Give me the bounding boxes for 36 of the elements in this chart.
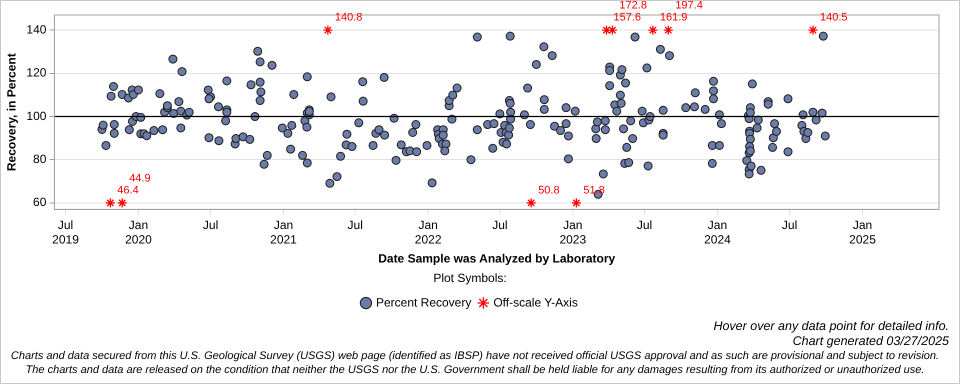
text: The charts and data are released on the condition that neither the USGS nor the U.S. Government shall be held liable for any damages resulting from its authorized or unauthorized use. — [24, 363, 926, 377]
annotation: 140.8 — [334, 12, 362, 24]
annotation: 46.4 — [117, 184, 139, 196]
y-tick-label: 60 — [33, 195, 47, 210]
x-axis-title: Date Sample was Analyzed by Laboratory — [378, 252, 616, 266]
annotation: 161.9 — [660, 12, 688, 24]
x-tick-label: Jul — [492, 218, 508, 232]
text: Charts and data secured from this U.S. Geological Survey (USGS) web page (identified as IBSP) have not received official USGS approval and as such are provisional and subject to revision. — [10, 349, 940, 363]
text: Hover over any data point for detailed info. — [712, 319, 949, 334]
y-tick-label: 80 — [33, 152, 47, 166]
x-tick-label: Jul — [636, 218, 652, 232]
annotation: 51.8 — [583, 184, 605, 196]
x-tick-label: Jul 2019 — [52, 218, 80, 246]
x-tick-label: Jan 2024 — [704, 218, 732, 246]
y-tick-label: 120 — [26, 66, 47, 80]
annotation: 44.9 — [129, 172, 151, 184]
x-tick-label: Jan 2021 — [270, 218, 298, 246]
x-tick-label: Jan 2023 — [559, 218, 586, 246]
x-tick-label: Jan 2025 — [849, 218, 876, 246]
legend-title: Plot Symbols: — [433, 270, 507, 285]
x-tick-label: Jan 2022 — [414, 218, 442, 246]
annotation: 50.8 — [538, 184, 560, 196]
x-tick-label: Jul — [782, 218, 798, 232]
x-tick-label: Jan 2020 — [125, 218, 152, 246]
annotation: 140.5 — [820, 12, 848, 24]
legend-label: Percent Recovery — [376, 295, 472, 310]
annotation: 157.6 — [613, 12, 642, 24]
y-tick-label: 140 — [26, 22, 47, 36]
annotation: 172.8 — [619, 0, 647, 12]
text: Chart generated 03/27/2025 — [792, 334, 949, 349]
y-axis-title: Recovery, in Percent — [4, 53, 19, 172]
x-tick-label: Jul — [202, 218, 218, 232]
annotation: 197.4 — [675, 0, 703, 12]
y-tick-label: 100 — [26, 108, 47, 123]
legend-label: Off-scale Y-Axis — [493, 295, 578, 310]
x-tick-label: Jul — [348, 218, 363, 232]
